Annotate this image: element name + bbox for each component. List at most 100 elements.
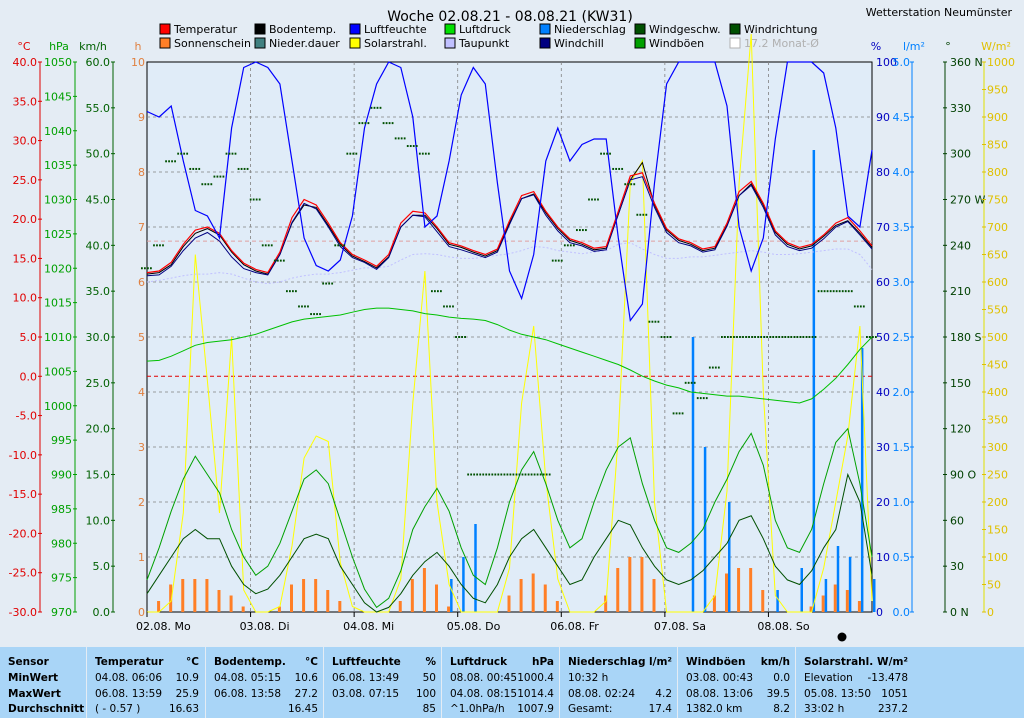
axis-tick-label: 330 xyxy=(950,102,971,115)
legend-swatch xyxy=(349,23,361,35)
axis-tick-label: 1050 xyxy=(44,56,72,69)
axis-tick-label: 200 xyxy=(987,496,1008,509)
x-tick-label: 08.08. So xyxy=(757,620,809,633)
precipitation-bar xyxy=(450,579,453,612)
stats-column: Luftdruck hPa 08.08. 00:45 1000.4 04.08. 08:… xyxy=(441,647,559,718)
wind-direction-dot xyxy=(494,473,497,476)
sunshine-bar xyxy=(543,584,547,612)
axis-tick-label: 1.5 xyxy=(893,441,911,454)
axis-tick-label: 1020 xyxy=(44,262,72,275)
wind-direction-dot xyxy=(717,366,720,369)
axis-tick-label: 1010 xyxy=(44,331,72,344)
stats-cell-when: 08.08. 02:24 xyxy=(568,688,635,700)
sunshine-bar xyxy=(519,579,523,612)
stats-cell-value: 17.4 xyxy=(648,703,672,715)
axis-tick-label: 300 xyxy=(950,148,971,161)
wind-direction-dot xyxy=(742,336,744,338)
wind-direction-dot xyxy=(228,152,231,155)
stats-cell-when: 03.08. 00:43 xyxy=(686,672,753,684)
sunshine-bar xyxy=(531,573,535,612)
stats-cell-when: 03.08. 07:15 xyxy=(332,688,399,700)
precipitation-bar xyxy=(474,524,477,612)
wind-direction-dot xyxy=(582,229,584,232)
stats-column-header: Windböen xyxy=(686,656,746,668)
wind-direction-dot xyxy=(503,473,506,476)
wind-direction-dot xyxy=(443,305,445,308)
legend-swatch xyxy=(634,23,646,35)
stats-cell-value: 16.63 xyxy=(168,703,199,715)
sunshine-bar xyxy=(821,595,825,612)
wind-direction-dot xyxy=(814,336,817,338)
legend-label: Windchill xyxy=(554,37,604,50)
precipitation-bar xyxy=(873,579,876,612)
wind-direction-dot xyxy=(201,183,204,186)
axis-tick-label: 3 xyxy=(138,441,145,454)
stats-cell-when: 08.08. 13:06 xyxy=(686,688,753,700)
wind-direction-dot xyxy=(373,106,376,109)
wind-direction-dot xyxy=(210,183,213,186)
wind-direction-dot xyxy=(781,336,784,338)
wind-direction-dot xyxy=(675,412,678,415)
axis-unit-label: °C xyxy=(17,40,31,53)
stats-cell-when: 10:32 h xyxy=(568,672,609,684)
wind-direction-dot xyxy=(859,305,862,308)
legend-swatch xyxy=(444,37,456,49)
wind-direction-dot xyxy=(684,381,687,384)
x-tick-label: 04.08. Mi xyxy=(343,620,394,633)
wind-direction-dot xyxy=(702,397,705,400)
axis-tick-label: 100 xyxy=(987,551,1008,564)
wind-direction-dot xyxy=(760,336,763,338)
wind-direction-dot xyxy=(147,267,149,270)
wind-direction-dot xyxy=(787,336,790,338)
wind-direction-dot xyxy=(488,473,491,476)
wind-direction-dot xyxy=(464,336,466,338)
stats-cell-value: 1000.4 xyxy=(517,672,554,684)
axis-tick-label: 180 S xyxy=(950,331,981,344)
axis-tick-label: 950 xyxy=(987,84,1008,97)
wind-direction-dot xyxy=(198,167,201,170)
stats-row-label: MinWert xyxy=(8,672,59,684)
axis-unit-label: km/h xyxy=(79,40,107,53)
x-tick-label: 02.08. Mo xyxy=(136,620,191,633)
axis-tick-label: 30 xyxy=(876,441,890,454)
station-name: Wetterstation Neumünster xyxy=(866,6,1013,19)
axis-tick-label: 0.0 xyxy=(893,606,911,619)
sunshine-bar xyxy=(628,557,632,612)
stats-cell-value: 10.9 xyxy=(175,672,199,684)
axis-tick-label: 30.0 xyxy=(86,331,111,344)
stats-column-unit: l/m² xyxy=(649,656,672,668)
axis-tick-label: 800 xyxy=(987,166,1008,179)
stats-column: Solarstrahl. W/m² Elevation -13.478 05.08. 1… xyxy=(795,647,913,718)
legend-swatch xyxy=(634,37,646,49)
stats-column-unit: °C xyxy=(305,656,318,668)
moon-phase-icon xyxy=(837,632,847,642)
wind-direction-dot xyxy=(355,152,358,155)
legend-label: Niederschlag xyxy=(554,23,626,36)
legend-swatch xyxy=(539,37,551,49)
wind-direction-dot xyxy=(418,152,421,155)
axis-tick-label: 650 xyxy=(987,249,1008,262)
axis-tick-label: 150 xyxy=(950,377,971,390)
sunshine-bar xyxy=(290,584,293,612)
wind-direction-dot xyxy=(240,167,243,170)
wind-direction-dot xyxy=(470,473,473,476)
legend-swatch xyxy=(729,37,741,49)
stats-cell-value: 85 xyxy=(422,703,436,715)
precipitation-bar xyxy=(812,150,816,612)
axis-tick-label: 6 xyxy=(138,276,145,289)
precipitation-bar xyxy=(728,502,731,612)
axis-tick-label: 90 xyxy=(876,111,890,124)
axis-tick-label: 2.0 xyxy=(893,386,911,399)
wind-direction-dot xyxy=(699,397,702,400)
stats-cell-when: ^1.0hPa/h xyxy=(450,703,505,715)
sunshine-bar xyxy=(157,601,161,612)
wind-direction-dot xyxy=(802,336,805,338)
wind-direction-dot xyxy=(603,152,605,155)
wind-direction-dot xyxy=(458,336,460,338)
wind-direction-dot xyxy=(361,122,364,125)
wind-direction-dot xyxy=(437,290,439,293)
wind-direction-dot xyxy=(141,267,143,270)
stats-cell-value: 1051 xyxy=(881,688,908,700)
wind-direction-dot xyxy=(678,412,681,415)
stats-cell-when: 04.08. 05:15 xyxy=(214,672,281,684)
